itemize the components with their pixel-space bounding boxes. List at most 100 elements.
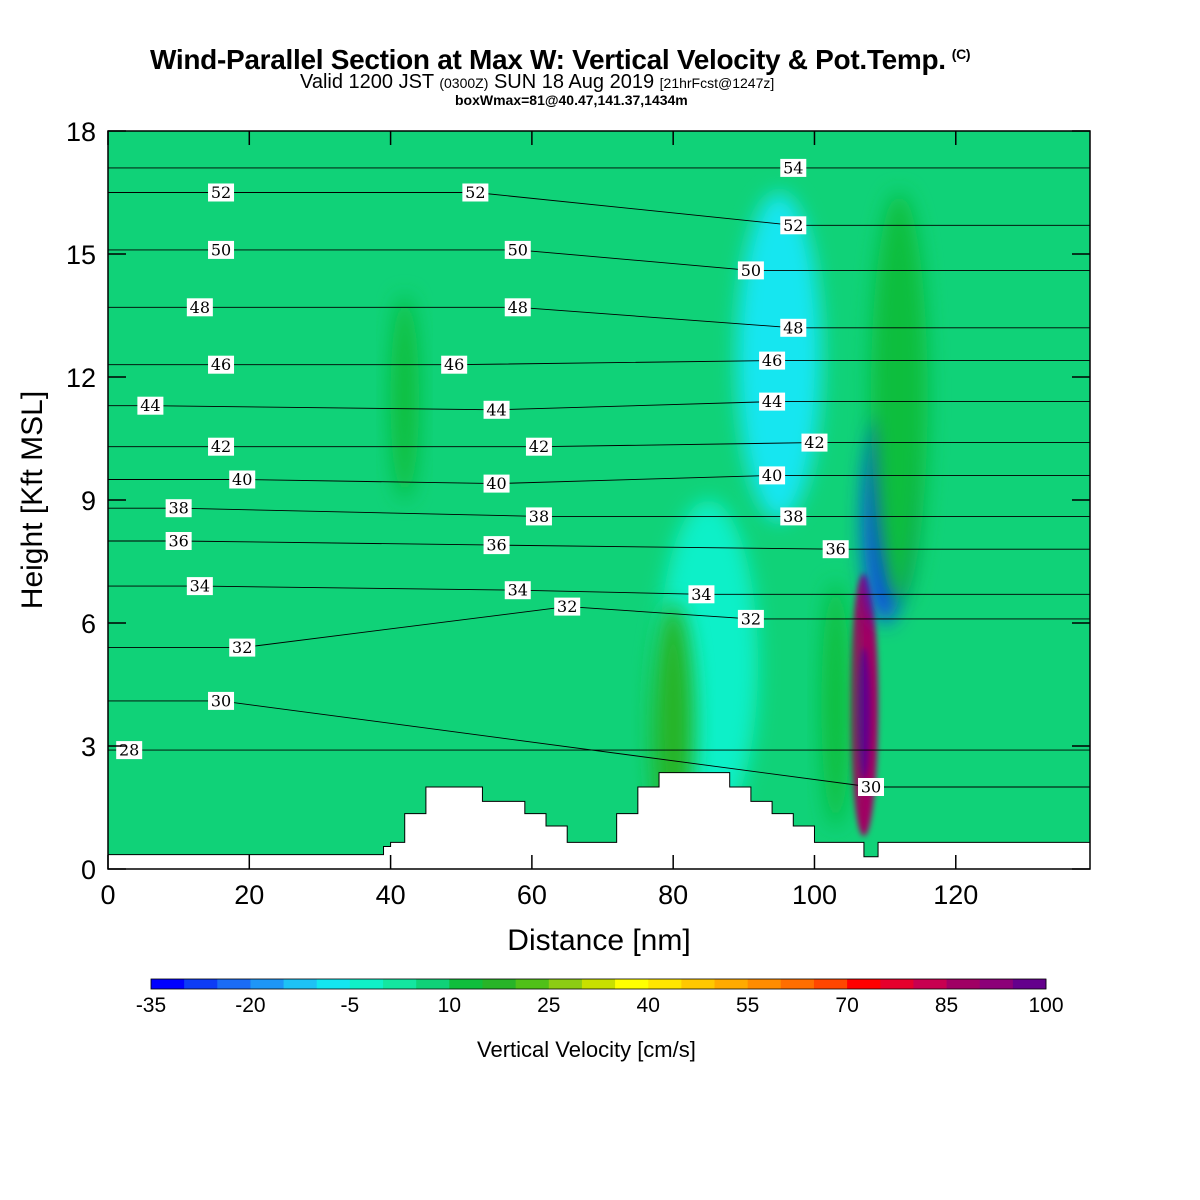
colorbar-tick-label: 40 [637, 994, 660, 1017]
isentrope-label: 36 [822, 540, 849, 559]
colorbar-swatch [615, 979, 649, 989]
isentrope-label-box [483, 400, 510, 419]
isentrope-label-box [822, 540, 849, 559]
isentrope-label: 42 [525, 437, 552, 456]
isentrope-label: 48 [780, 318, 807, 337]
isentrope-label-text: 44 [140, 396, 160, 415]
chart-title: Wind-Parallel Section at Max W: Vertical… [150, 44, 971, 76]
isentrope-label-box [759, 351, 786, 370]
plot-background [108, 131, 1090, 869]
isentrope-label-text: 38 [783, 507, 803, 526]
isentrope-label-box [186, 298, 213, 317]
colorbar-tick-label: 55 [736, 994, 759, 1017]
isentrope-label-text: 48 [190, 298, 210, 317]
isentrope-label-text: 32 [232, 638, 252, 657]
colorbar-tick-label: -5 [341, 994, 360, 1017]
isentrope-label-text: 40 [232, 470, 252, 489]
isentrope-label-text: 42 [804, 433, 824, 452]
isentrope-label: 46 [441, 355, 468, 374]
isentrope-label: 38 [780, 507, 807, 526]
isentrope-label: 52 [462, 183, 489, 202]
isentrope-label-text: 52 [465, 183, 485, 202]
isentrope-label-text: 52 [783, 216, 803, 235]
colorbar-swatch [946, 979, 981, 989]
isentrope-label-box [554, 597, 581, 616]
velocity-feature [870, 192, 928, 603]
colorbar-swatch [383, 979, 417, 989]
colorbar-tick-label: 10 [438, 994, 461, 1017]
isentrope-label: 44 [759, 392, 786, 411]
colorbar-swatch [979, 979, 1014, 989]
isentrope-label-box [801, 433, 828, 452]
isentrope-label: 38 [525, 507, 552, 526]
isentrope-label: 46 [208, 355, 235, 374]
velocity-feature [390, 295, 419, 500]
isentrope-label-text: 32 [741, 609, 761, 628]
isentrope-label-text: 34 [190, 577, 210, 596]
forecast-info: [21hrFcst@1247z] [659, 75, 775, 91]
valid-utc: (0300Z) [439, 75, 489, 91]
isentrope-label: 50 [504, 240, 531, 259]
isentrope-label: 30 [208, 691, 235, 710]
isentrope-label: 42 [801, 433, 828, 452]
isentrope-label: 36 [483, 536, 510, 555]
isentrope-label: 52 [780, 216, 807, 235]
valid-date: SUN 18 Aug 2019 [493, 71, 655, 93]
isentrope-label: 50 [737, 261, 764, 280]
colorbar-frame [150, 978, 1047, 990]
isentrope-label-text: 54 [783, 158, 803, 177]
colorbar-swatch [217, 979, 251, 989]
colorbar-swatch [250, 979, 284, 989]
valid-prefix: Valid 1200 JST [300, 71, 434, 93]
isentrope-label: 38 [165, 499, 192, 518]
isentrope-label-box [441, 355, 468, 374]
isentrope-label-box [165, 532, 192, 550]
isentrope-label: 44 [483, 400, 510, 419]
colorbar-swatch [151, 979, 185, 989]
terrain [108, 772, 1090, 869]
isentrope-label-text: 34 [691, 585, 711, 604]
x-tick-label: 100 [792, 880, 837, 910]
isentrope-label-box [208, 240, 235, 259]
isentrope-label-box [229, 638, 256, 657]
isentrope-label-box [483, 474, 510, 493]
colorbar-swatch [880, 979, 914, 989]
isentrope-label: 42 [208, 437, 235, 456]
isentrope-label-text: 44 [486, 400, 506, 419]
y-tick-label: 15 [66, 240, 96, 270]
y-tick-label: 6 [81, 609, 96, 639]
isentrope-label-box [759, 392, 786, 411]
colorbar-swatch [813, 979, 848, 989]
isentrope-label: 44 [137, 396, 164, 415]
isentrope-label-box [229, 470, 256, 489]
copyright-mark: (C) [951, 46, 971, 62]
colorbar-swatch [847, 979, 881, 989]
colorbar-swatch [681, 979, 715, 989]
x-tick-label: 120 [933, 880, 978, 910]
isentrope-label-text: 30 [211, 691, 231, 710]
isentrope-label-box [737, 609, 764, 628]
isentrope-label: 30 [857, 778, 884, 797]
isentrope-label-box [483, 536, 510, 555]
isentrope-label: 32 [554, 597, 581, 616]
isentrope-label-box [504, 581, 531, 600]
colorbar-swatch [581, 979, 616, 989]
isentrope-label: 48 [186, 298, 213, 317]
colorbar-swatch [184, 979, 218, 989]
x-axis-label: Distance [nm] [507, 924, 690, 957]
isentrope-label-box [759, 466, 786, 485]
isentrope-label: 36 [165, 532, 192, 551]
isentrope-label-text: 32 [557, 597, 577, 616]
colorbar-swatch [349, 979, 384, 989]
isentrope-label-box [208, 691, 235, 710]
isentrope-label: 46 [759, 351, 786, 370]
isentrope-label-box [737, 261, 764, 280]
isentrope-label-box [504, 298, 531, 317]
chart-subtitle: Valid 1200 JST (0300Z) SUN 18 Aug 2019 [… [300, 71, 774, 94]
isentrope-label: 50 [208, 240, 235, 259]
colorbar-swatch [548, 979, 583, 989]
isentrope-label-box [525, 437, 552, 456]
colorbar-swatch [780, 979, 815, 989]
isentrope-label-text: 44 [762, 392, 782, 411]
